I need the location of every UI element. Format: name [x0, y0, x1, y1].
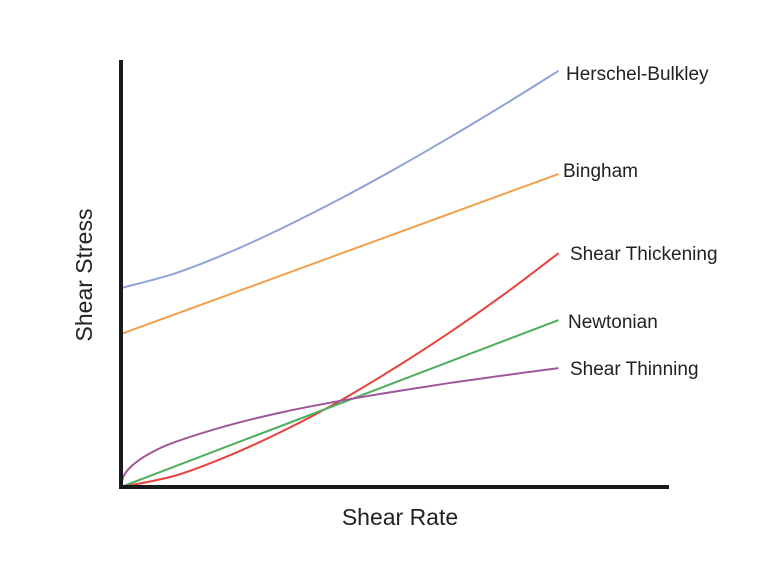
series-line-shear-thinning	[120, 367, 559, 488]
series-line-shear-thickening	[120, 252, 560, 488]
series-labels: Herschel-Bulkley Bingham Shear Thickenin…	[563, 64, 718, 380]
series-line-newtonian	[120, 319, 559, 488]
label-shear-thinning: Shear Thinning	[570, 359, 699, 380]
label-bingham: Bingham	[563, 161, 638, 182]
x-axis-label: Shear Rate	[342, 504, 458, 530]
label-herschel-bulkley: Herschel-Bulkley	[566, 64, 709, 85]
label-newtonian: Newtonian	[568, 312, 658, 333]
label-shear-thickening: Shear Thickening	[570, 244, 718, 265]
series-lines	[120, 69, 560, 488]
series-line-herschel-bulkley	[120, 69, 560, 290]
series-line-bingham	[120, 172, 559, 336]
y-axis-label: Shear Stress	[71, 209, 97, 342]
